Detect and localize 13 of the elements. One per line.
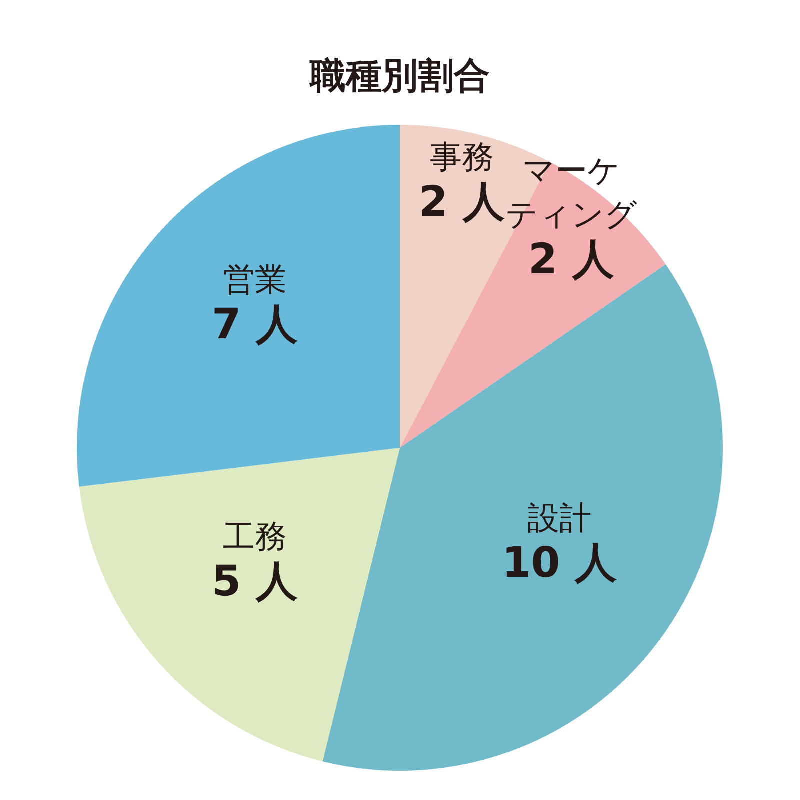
slice-label: マーケティング [505, 152, 638, 234]
chart-title: 職種別割合 [309, 56, 490, 97]
data-label: 2 人 [528, 234, 614, 284]
slice-label: 設計 [527, 499, 592, 538]
data-label: 7 人 [212, 299, 298, 348]
slice-label: 営業 [222, 260, 287, 298]
slice-label: 工務 [222, 518, 287, 556]
data-label: 10 人 [502, 538, 618, 588]
pie-slice [79, 448, 400, 762]
data-label: 5 人 [212, 556, 298, 606]
data-label: 2 人 [418, 177, 505, 226]
slice-label: 事務 [430, 138, 494, 176]
pie-slice [77, 125, 400, 487]
